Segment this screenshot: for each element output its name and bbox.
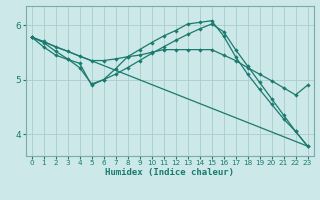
X-axis label: Humidex (Indice chaleur): Humidex (Indice chaleur) (105, 168, 234, 177)
